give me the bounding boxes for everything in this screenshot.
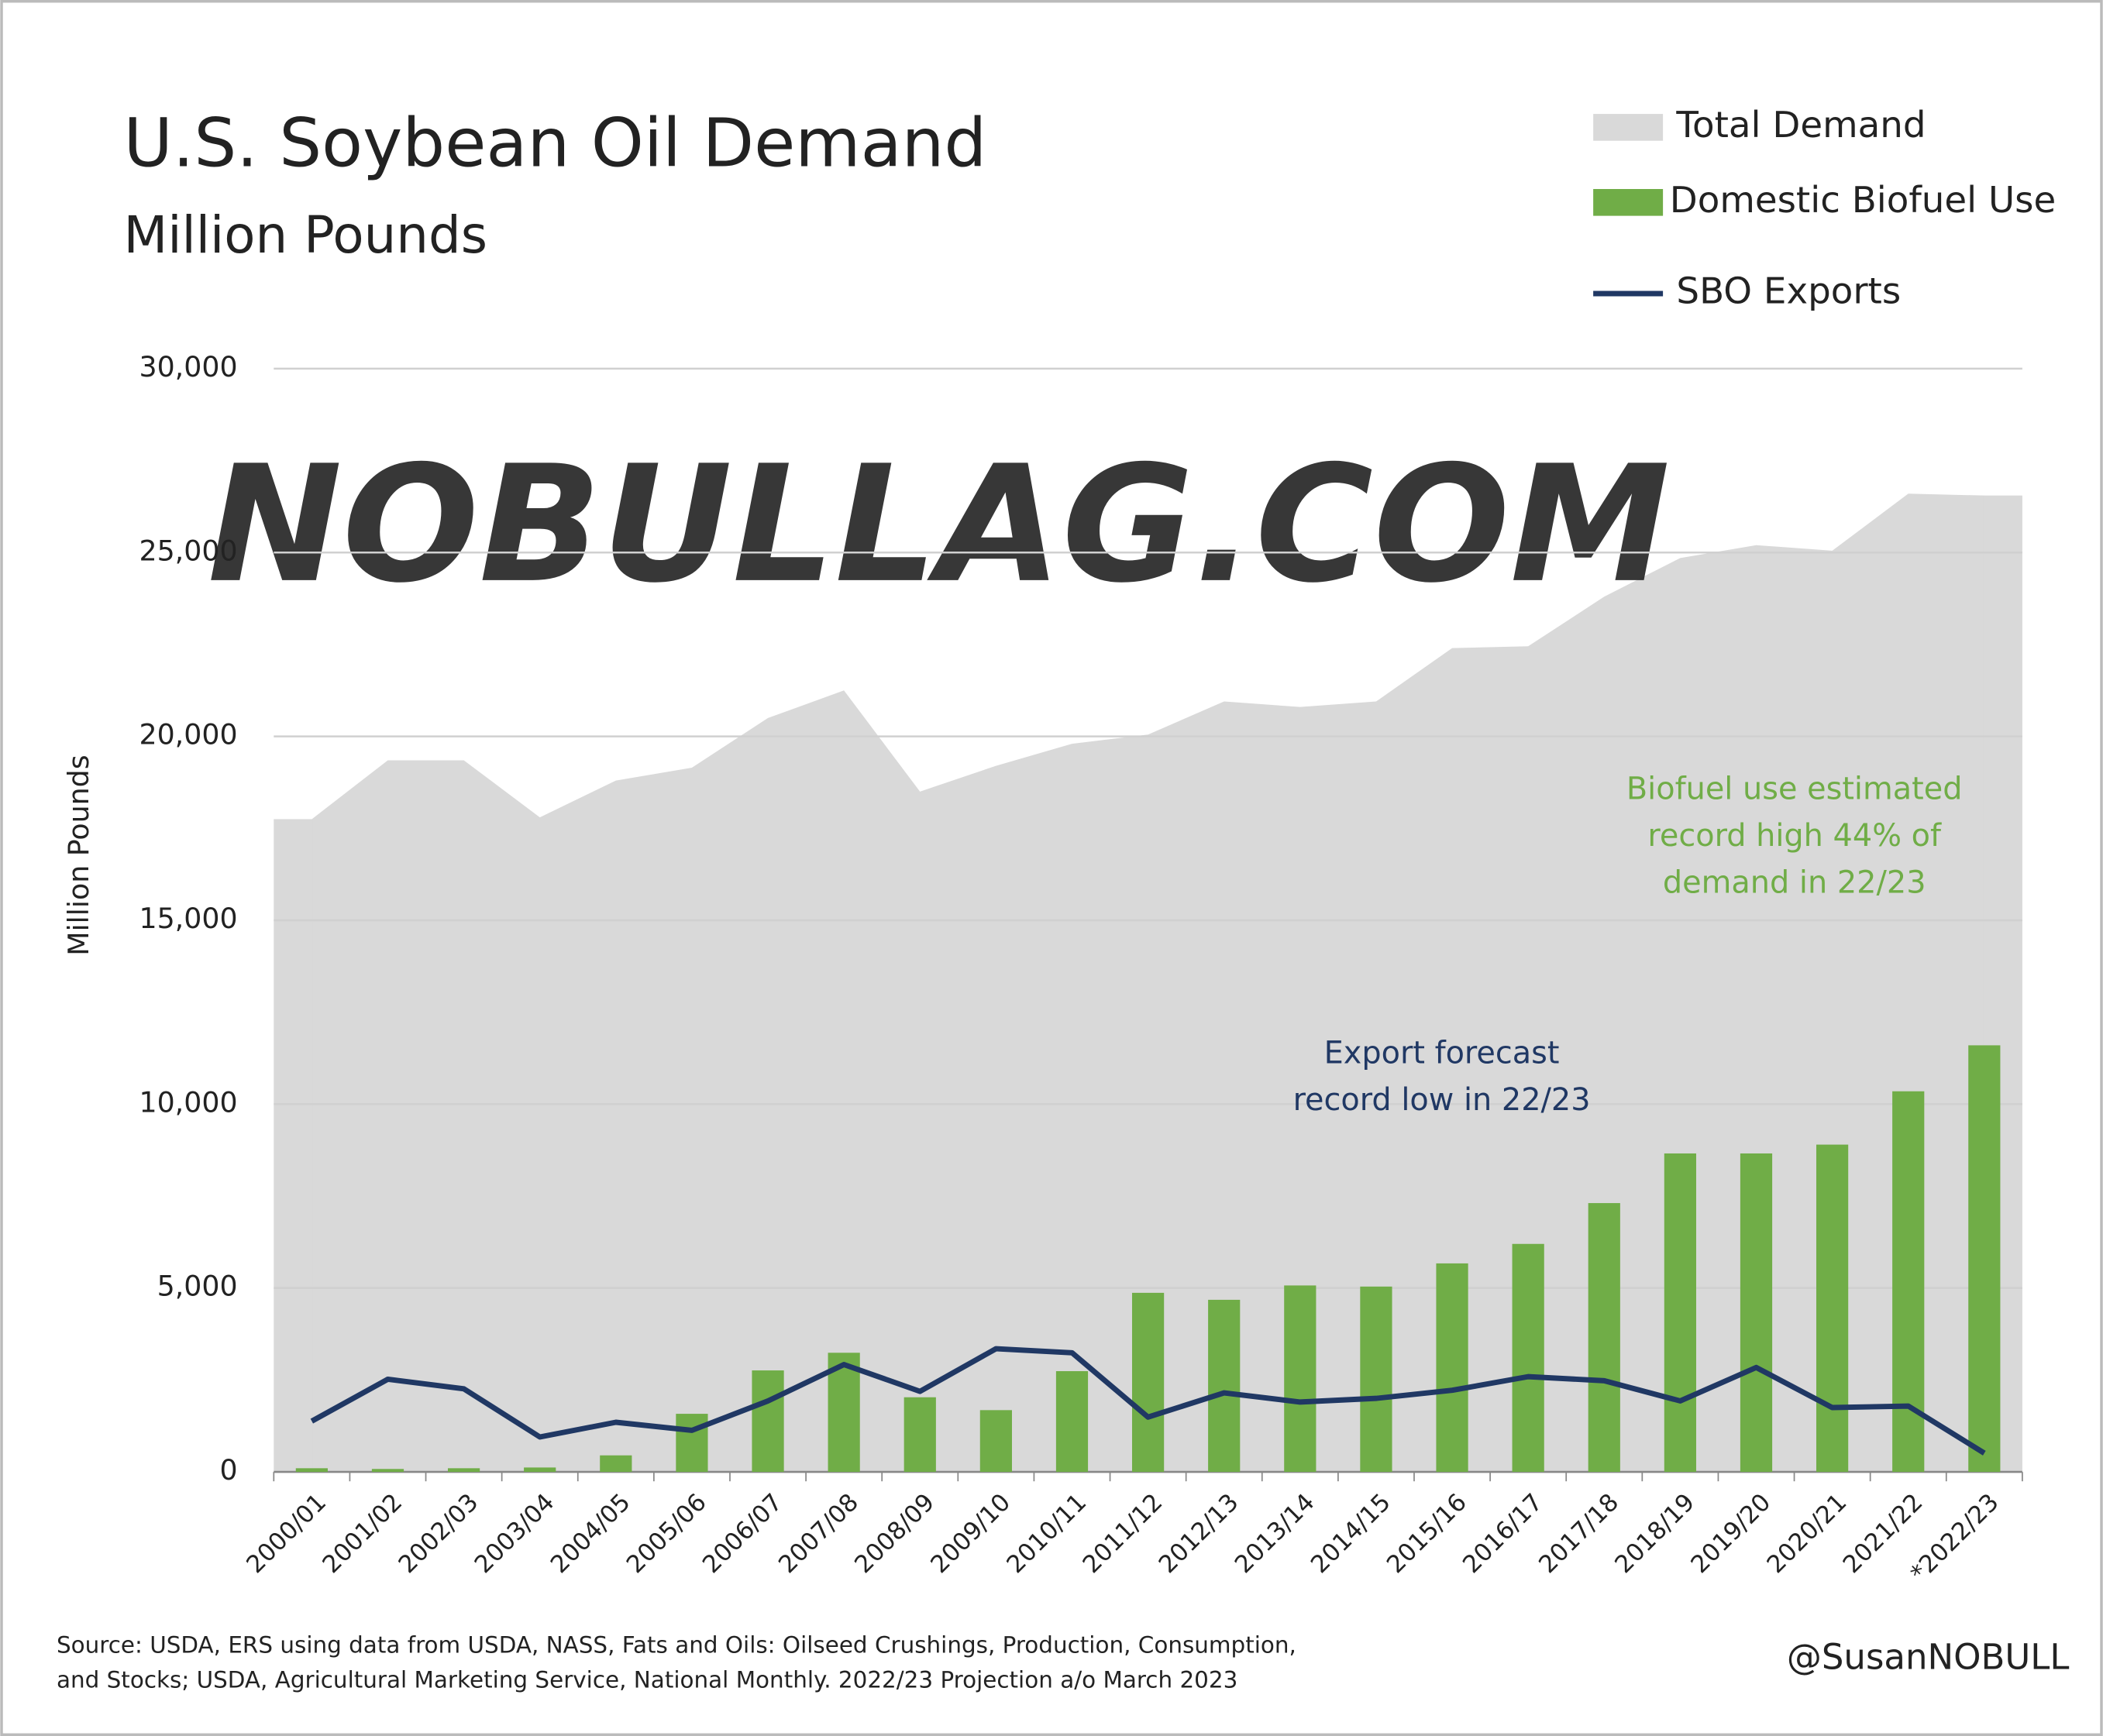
bar [676,1414,708,1473]
bar [371,1469,404,1473]
chart-title: U.S. Soybean Oil Demand [123,105,986,182]
y-tick-label: 5,000 [157,1270,238,1303]
bar [295,1468,328,1473]
legend-swatch [1593,114,1664,141]
bar [1740,1153,1773,1473]
annotation: record high 44% of [1647,818,1942,854]
y-tick-label: 10,000 [139,1085,237,1119]
area [311,493,1984,1473]
bar [1208,1299,1241,1473]
annotation: record low in 22/23 [1293,1082,1591,1118]
chart-subtitle: Million Pounds [123,205,487,265]
watermark: NOBULLAG.COM [208,431,1670,618]
y-tick-label: 20,000 [139,718,237,751]
bar [1131,1292,1165,1473]
area-edge [274,819,313,1473]
y-tick-label: 30,000 [139,350,237,383]
legend-label: SBO Exports [1676,270,1901,312]
bar [1512,1243,1544,1473]
legend-label: Domestic Biofuel Use [1670,180,2057,222]
bar [1968,1045,2001,1473]
y-tick-label: 0 [219,1453,237,1487]
bar [1436,1263,1468,1473]
bar [979,1410,1012,1473]
source-note: Source: USDA, ERS using data from USDA, … [57,1632,1296,1659]
y-tick-label: 15,000 [139,902,237,935]
bar [1284,1285,1317,1473]
legend-swatch [1593,189,1664,216]
bar [752,1370,784,1473]
annotation: Biofuel use estimated [1626,771,1963,806]
bar [828,1353,860,1473]
line [310,1346,1986,1456]
annotation: Export forecast [1324,1035,1560,1071]
credit: @SusanNOBULL [1787,1636,2070,1677]
bar [447,1468,480,1473]
bar [524,1467,556,1473]
bar [1055,1371,1089,1473]
bar [1588,1203,1620,1473]
y-tick-label: 25,000 [139,534,237,567]
legend-label: Total Demand [1675,105,1926,146]
bar [600,1455,632,1473]
bar [1816,1144,1849,1473]
y-axis-label: Million Pounds [62,755,95,955]
source-note: and Stocks; USDA, Agricultural Marketing… [57,1667,1237,1693]
bar [1360,1286,1392,1473]
bar [903,1397,936,1473]
annotation: demand in 22/23 [1663,865,1926,901]
bar [1664,1153,1696,1473]
